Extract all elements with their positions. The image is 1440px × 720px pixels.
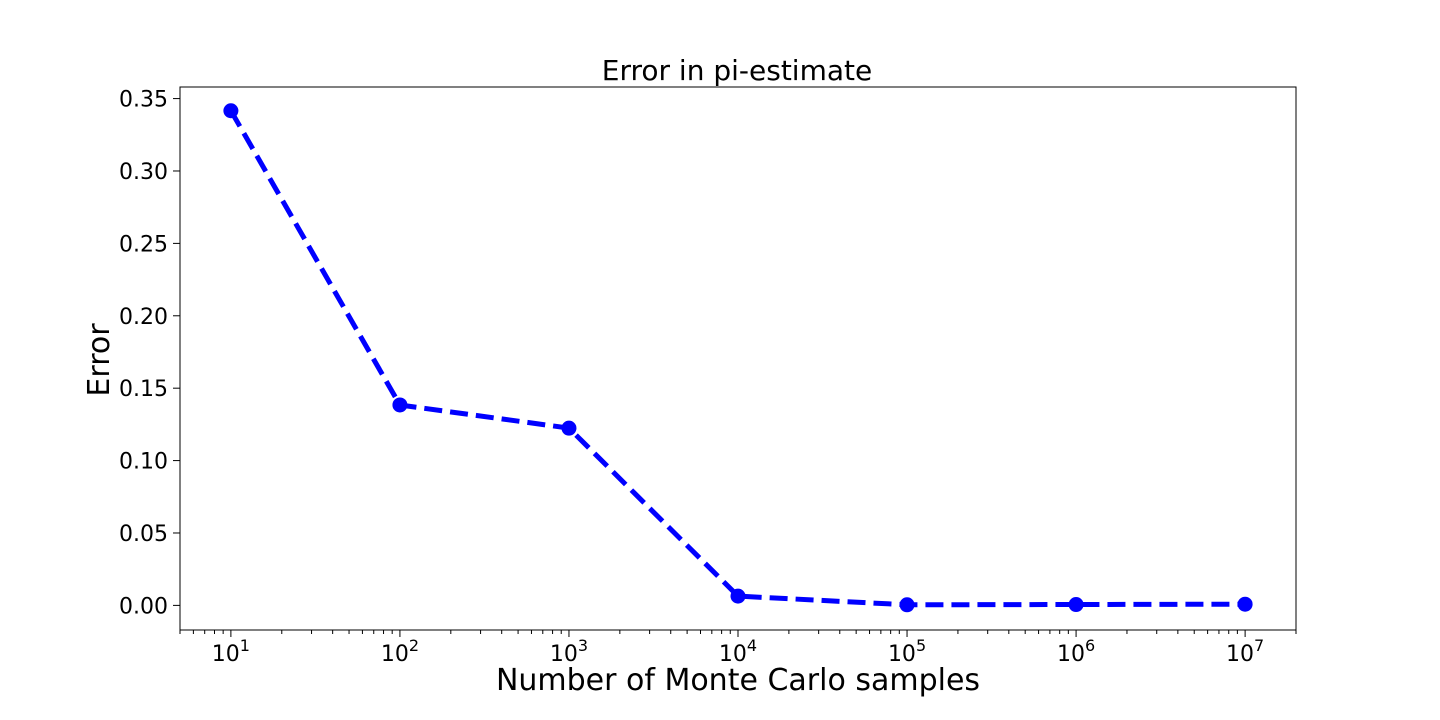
y-axis-label: Error [82, 323, 117, 397]
x-tick-label-5: 106 [1057, 636, 1095, 667]
data-point-0-3 [730, 588, 746, 604]
x-axis-label: Number of Monte Carlo samples [496, 663, 980, 698]
x-tick-label-4: 105 [888, 636, 926, 667]
series-line-0 [228, 109, 1246, 608]
y-tick-label-2: 0.10 [119, 450, 168, 475]
y-tick-label-5: 0.25 [119, 232, 168, 257]
y-tick-label-1: 0.05 [119, 522, 168, 547]
x-tick-label-3: 104 [719, 636, 757, 667]
data-point-0-4 [899, 597, 915, 613]
data-point-0-1 [392, 397, 408, 413]
x-tick-label-6: 107 [1226, 636, 1264, 667]
data-point-0-0 [223, 103, 239, 119]
y-tick-label-7: 0.35 [119, 88, 168, 113]
y-tick-label-3: 0.15 [119, 377, 168, 402]
x-tick-label-1: 102 [381, 636, 419, 667]
axes-frame [179, 86, 1297, 631]
chart-title: Error in pi-estimate [602, 54, 872, 87]
plot-area: 0.00 0.05 0.10 0.15 0.20 0.25 0.30 0.35 101 102 10… [119, 86, 1297, 667]
y-tick-label-4: 0.20 [119, 305, 168, 330]
data-point-0-5 [1068, 597, 1084, 613]
x-tick-label-0: 101 [212, 636, 250, 667]
data-point-0-2 [561, 420, 577, 436]
y-tick-label-6: 0.30 [119, 160, 168, 185]
y-tick-label-0: 0.00 [119, 594, 168, 619]
data-point-0-6 [1237, 596, 1253, 612]
x-tick-label-2: 103 [550, 636, 588, 667]
